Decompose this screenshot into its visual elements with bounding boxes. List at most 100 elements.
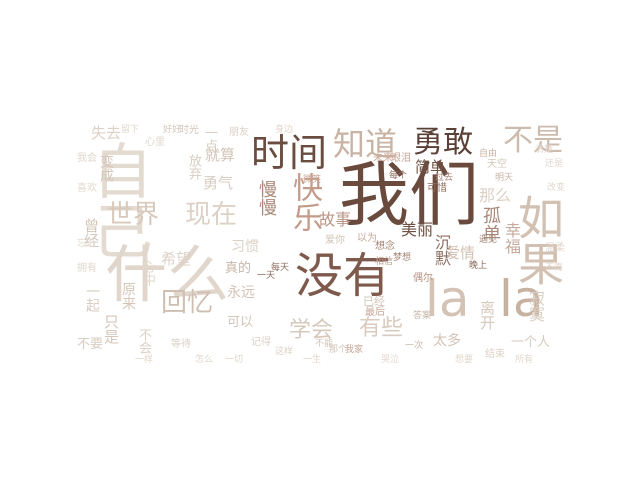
word-zhende: 真的 xyxy=(225,261,252,276)
word-meige: 每个 xyxy=(389,171,408,181)
word-zhishi: 只是 xyxy=(102,314,120,344)
word-liuxia: 留下 xyxy=(121,125,140,135)
word-haishi: 还是 xyxy=(545,159,564,169)
word-dengdai: 等待 xyxy=(171,339,191,350)
word-ziyou: 自由 xyxy=(479,149,498,159)
word-xiwang: 希望 xyxy=(161,250,192,268)
word-meiyou: 没有 xyxy=(295,248,392,304)
word-yiqie: 一切 xyxy=(225,355,244,365)
word-wohui: 我会 xyxy=(77,153,97,164)
word-likai: 离开 xyxy=(478,300,496,330)
word-yonggan: 勇敢 xyxy=(413,125,473,160)
word-weixiao: 微笑 xyxy=(303,175,322,185)
word-jiandan: 简单 xyxy=(415,158,446,176)
word-ruguo: 如果 xyxy=(511,194,565,286)
word-chenmo: 沉默 xyxy=(432,234,451,266)
word-qingchu: 清楚 xyxy=(535,145,554,155)
word-wenrou: 温柔 xyxy=(545,243,565,254)
word-yisheng: 一生 xyxy=(303,355,322,365)
word-ziji: 自己 xyxy=(82,140,152,260)
word-la-1: la xyxy=(425,270,470,328)
word-xuehui: 学会 xyxy=(289,318,334,343)
word-aiqing: 爱情 xyxy=(445,244,476,262)
word-yuanlai: 原来 xyxy=(120,282,136,310)
word-women: 我们 xyxy=(339,154,479,236)
word-tiankong: 天空 xyxy=(487,159,507,170)
word-yigeren: 一个人 xyxy=(511,335,551,350)
word-wanshang: 晚上 xyxy=(469,261,488,271)
word-cengjing: 曾经 xyxy=(82,218,100,248)
word-shijie: 世界 xyxy=(107,200,160,230)
word-xiangxin: 相信 xyxy=(375,257,394,267)
word-shijian: 时间 xyxy=(251,131,328,175)
word-wangji: 忘记 xyxy=(77,239,96,249)
word-buyao: 不要 xyxy=(77,337,104,352)
word-kuqi: 哭泣 xyxy=(381,355,400,365)
word-manman: 慢慢 xyxy=(256,180,277,216)
word-xiangyao: 想要 xyxy=(455,355,474,365)
word-yici: 一次 xyxy=(405,341,424,351)
word-gaibian: 改变 xyxy=(547,183,565,193)
word-wojia: 我家 xyxy=(345,345,364,355)
word-yiqi: 一起 xyxy=(84,284,100,312)
word-yujian: 遇见 xyxy=(479,235,498,245)
word-fangqi: 放弃 xyxy=(186,154,201,180)
word-guoqu: 过去 xyxy=(435,173,454,183)
word-buhui: 不会 xyxy=(136,328,151,354)
word-weilai: 未来 xyxy=(373,153,393,164)
word-yongqi: 勇气 xyxy=(203,174,234,192)
word-kexi: 可惜 xyxy=(427,183,447,194)
word-jide: 记得 xyxy=(251,337,271,348)
word-yanlei: 眼泪 xyxy=(391,153,411,164)
word-xinzhong: 心中 xyxy=(140,260,155,286)
word-biancheng: 变成 xyxy=(98,154,114,182)
word-zenme: 怎么 xyxy=(195,355,214,365)
word-yitian: 一天 xyxy=(257,271,276,281)
word-gudan: 孤单 xyxy=(480,206,501,242)
word-gushi: 故事 xyxy=(319,210,352,229)
word-shenbian: 身边 xyxy=(275,125,294,135)
word-yiwei: 以为 xyxy=(357,233,377,244)
word-jiusuan: 就算 xyxy=(205,146,236,164)
word-la-2: la xyxy=(499,270,544,328)
word-kuaile: 快乐 xyxy=(287,172,322,232)
word-jimo: 寂寞 xyxy=(526,290,545,322)
word-shiqu: 失去 xyxy=(91,124,122,142)
word-ouer: 偶尔 xyxy=(413,273,433,284)
word-xingfu: 幸福 xyxy=(502,222,521,254)
word-xiangnian: 想念 xyxy=(375,241,395,252)
word-nage: 那个 xyxy=(329,345,348,355)
word-meili: 美丽 xyxy=(401,220,434,239)
word-zheyang: 这样 xyxy=(275,347,294,357)
word-yijing: 已经 xyxy=(363,295,385,308)
word-buneng: 不能 xyxy=(315,339,334,349)
word-meitian: 每天 xyxy=(271,263,290,273)
word-zuihou: 最后 xyxy=(365,307,385,318)
word-huiyi: 回忆 xyxy=(161,288,214,318)
word-suoyou: 所有 xyxy=(515,355,534,365)
word-name: 那么 xyxy=(479,186,512,205)
word-yidian: 一点 xyxy=(202,126,217,152)
word-haohao: 好好 xyxy=(163,125,182,135)
word-xihuan: 喜欢 xyxy=(77,183,97,194)
word-yiyang: 一样 xyxy=(135,355,154,365)
word-xiguan: 习惯 xyxy=(231,239,259,255)
word-shenme: 什么 xyxy=(105,238,230,311)
word-xianzai: 现在 xyxy=(185,200,238,230)
word-keyi: 可以 xyxy=(227,315,254,330)
word-youxie: 有些 xyxy=(359,316,404,341)
word-buzai: 不再 xyxy=(545,263,564,273)
word-cloud: 自己 我们 什么 没有 la la 如果 不是 时间 知道 勇敢 快乐 世界 现… xyxy=(75,124,565,371)
word-yongyuan: 永远 xyxy=(227,285,255,301)
word-aini: 爱你 xyxy=(325,235,345,246)
word-mengxiang: 梦想 xyxy=(393,253,412,263)
word-pengyou: 朋友 xyxy=(229,127,249,138)
word-mingtian: 明天 xyxy=(495,173,514,183)
word-taiduo: 太多 xyxy=(433,333,461,349)
word-shiguang: 时光 xyxy=(179,125,199,136)
word-daan: 答案 xyxy=(413,311,432,321)
word-yongyou: 拥有 xyxy=(77,263,97,274)
word-jieshu: 结束 xyxy=(485,349,505,360)
word-zhidao: 知道 xyxy=(333,125,398,163)
word-xinli: 心里 xyxy=(145,137,165,148)
